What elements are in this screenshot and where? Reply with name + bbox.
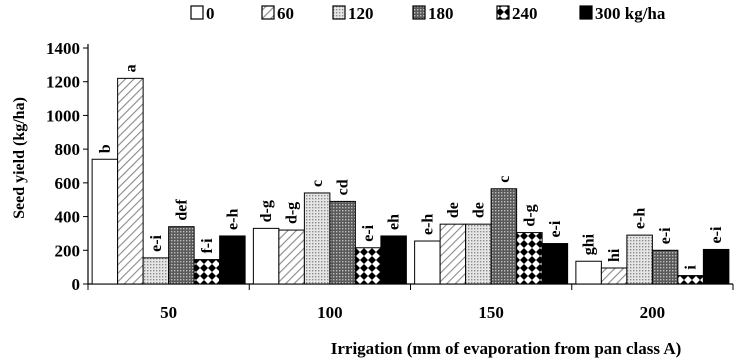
legend-swatch (261, 5, 275, 20)
y-tick-label: 400 (55, 208, 81, 227)
bar (142, 257, 170, 285)
significance-letter: d-g (258, 200, 275, 222)
bar (252, 227, 280, 285)
y-tick-label: 600 (55, 174, 81, 193)
bar (600, 267, 628, 285)
bar (117, 77, 144, 285)
legend-label: 0 (206, 4, 215, 23)
y-tick-label: 1200 (46, 73, 80, 92)
significance-letter: c (309, 180, 326, 187)
x-tick-label: 100 (317, 303, 343, 322)
legend: 0 60 120 180 240 300 kg/ha (190, 4, 666, 23)
legend-swatch (579, 5, 593, 20)
bar (439, 223, 467, 285)
significance-letter: e-i (657, 227, 674, 244)
bar (677, 275, 704, 285)
legend-label: 240 (512, 4, 538, 23)
x-tick-label: 150 (478, 303, 504, 322)
significance-letter: e-i (547, 220, 564, 237)
bar (219, 235, 246, 285)
y-tick-label: 800 (55, 140, 81, 159)
bar (575, 260, 602, 285)
y-tick-label: 200 (55, 241, 81, 260)
significance-letter: e-i (360, 224, 377, 241)
legend-swatch (190, 5, 204, 20)
significance-letter: eh (386, 214, 403, 230)
significance-letter: e-i (148, 234, 165, 251)
significance-letter: de (470, 202, 487, 218)
bar (516, 232, 543, 285)
legend-label: 60 (277, 4, 294, 23)
bar (91, 158, 119, 285)
bar (702, 248, 730, 285)
y-tick-label: 0 (72, 275, 81, 294)
significance-letter: de (445, 202, 462, 218)
significance-letter: a (122, 64, 139, 72)
significance-letter: d-g (284, 202, 301, 224)
significance-letter: e-h (419, 214, 436, 235)
bar (168, 226, 195, 285)
x-tick-label: 200 (640, 303, 666, 322)
significance-letter: i (683, 265, 700, 270)
significance-letter: e-i (708, 226, 725, 243)
y-tick-label: 1400 (46, 39, 80, 58)
bar (626, 234, 653, 285)
legend-label: 300 kg/ha (595, 4, 666, 23)
bar (465, 223, 492, 285)
bar (354, 247, 382, 285)
bar (490, 188, 518, 285)
legend-label: 180 (428, 4, 454, 23)
significance-letter: e-h (224, 209, 241, 230)
bar (414, 240, 441, 285)
bar (278, 229, 305, 285)
y-axis-label: Seed yield (kg/ha) (11, 97, 28, 219)
significance-letter: e-h (632, 208, 649, 229)
significance-letter: d-g (521, 204, 538, 226)
bar (541, 243, 569, 285)
x-axis-label: Irrigation (mm of evaporation from pan c… (331, 339, 682, 358)
bar (193, 259, 221, 285)
legend-label: 120 (348, 4, 374, 23)
legend-swatch (412, 5, 426, 20)
bar (651, 249, 679, 285)
y-tick-label: 1000 (46, 106, 80, 125)
significance-letter: hi (606, 248, 623, 262)
significance-letter: f-i (199, 238, 216, 254)
significance-letter: b (97, 144, 114, 153)
bar (329, 200, 356, 285)
significance-letter: cd (335, 179, 352, 195)
bar (380, 235, 407, 285)
significance-letter: c (496, 176, 513, 183)
legend-swatch (496, 5, 510, 20)
x-tick-label: 50 (160, 303, 177, 322)
significance-letter: def (173, 199, 190, 221)
bar (303, 192, 331, 285)
significance-letter: ghi (581, 233, 598, 255)
legend-swatch (332, 5, 346, 20)
